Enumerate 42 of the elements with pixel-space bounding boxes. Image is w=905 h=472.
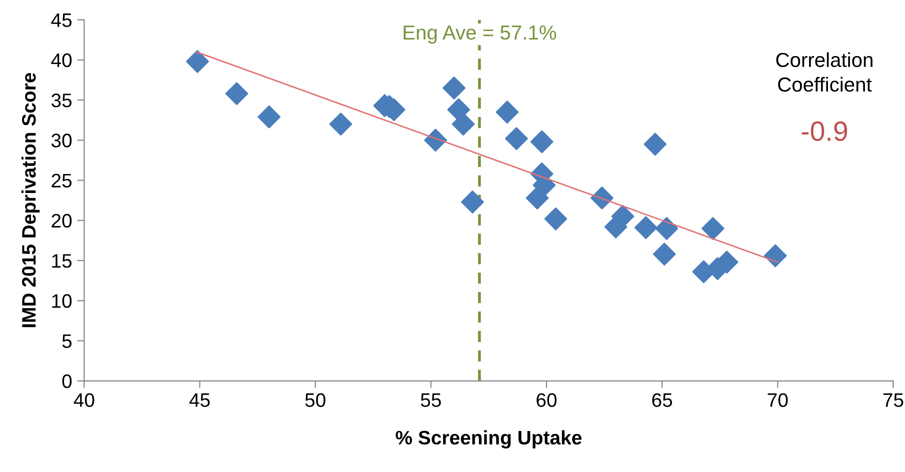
x-tick-label: 55 (420, 393, 441, 407)
y-tick-label: 35 (51, 94, 72, 108)
point (544, 207, 568, 230)
annotation: Correlation Coefficient (776, 52, 872, 92)
y-tick-label: 25 (52, 174, 72, 188)
point (496, 100, 519, 124)
point (526, 186, 549, 210)
point (225, 82, 248, 106)
point (530, 130, 554, 154)
y-tick-label: 15 (52, 254, 72, 268)
point (258, 105, 281, 128)
point (442, 76, 466, 100)
ref-line-label: Eng Ave = 57.1% (404, 26, 556, 44)
x-tick-label: 60 (536, 393, 557, 407)
point (701, 216, 724, 240)
y-tick-label: 45 (51, 13, 72, 28)
x-axis-title: % Screening Uptake (396, 430, 582, 448)
point (452, 112, 475, 136)
point (644, 132, 667, 156)
y-tick-label: 5 (62, 334, 72, 348)
point (655, 216, 678, 240)
y-tick-label: 10 (52, 294, 72, 308)
y-tick-label: 0 (62, 374, 72, 388)
point (447, 98, 470, 122)
x-tick-label: 70 (768, 393, 788, 407)
point (634, 216, 658, 240)
point (461, 190, 484, 214)
y-tick-label: 20 (52, 214, 72, 228)
y-tick-label: 40 (51, 53, 72, 68)
point (329, 112, 352, 136)
y-axis-title: IMD 2015 Deprivation Score (21, 72, 40, 328)
annotation: -0.9 (802, 121, 848, 142)
point (186, 50, 209, 73)
x-tick-label: 40 (74, 393, 94, 407)
x-tick-label: 50 (305, 393, 326, 407)
x-tick-label: 65 (652, 393, 672, 407)
x-tick-label: 45 (189, 393, 210, 407)
point (504, 127, 528, 150)
x-tick-label: 75 (883, 393, 904, 407)
y-tick-label: 30 (51, 134, 72, 148)
point (764, 244, 787, 268)
point (652, 242, 676, 266)
